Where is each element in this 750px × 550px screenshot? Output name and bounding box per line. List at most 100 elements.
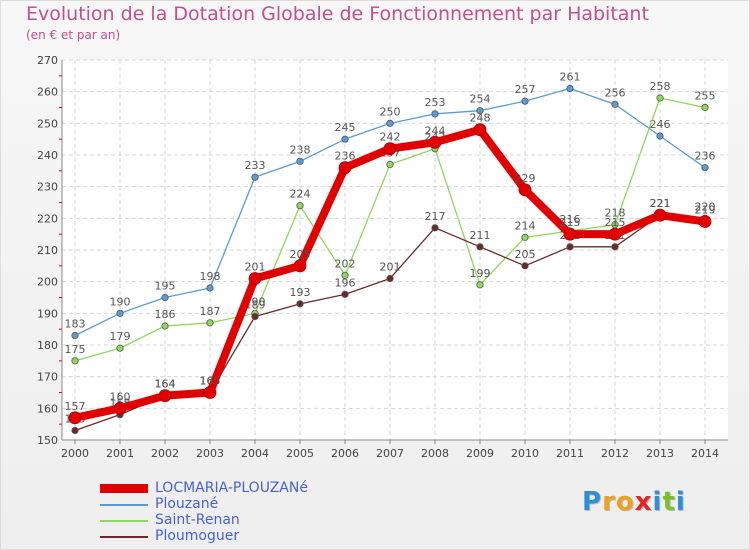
data-label: 179	[110, 330, 131, 343]
data-label: 164	[155, 378, 176, 391]
data-label: 246	[650, 118, 671, 131]
data-point	[476, 243, 484, 251]
data-point	[521, 262, 529, 270]
data-point	[113, 401, 127, 415]
y-tick-label: 180	[37, 339, 58, 352]
data-point	[116, 309, 124, 317]
data-point	[386, 160, 394, 169]
y-tick-label: 150	[37, 434, 58, 447]
data-label: 254	[470, 93, 491, 106]
data-point	[116, 344, 124, 352]
data-point	[71, 357, 79, 365]
x-tick-label: 2006	[331, 447, 359, 460]
data-label: 175	[65, 343, 86, 356]
data-label: 236	[695, 150, 716, 163]
x-tick-label: 2002	[151, 447, 179, 460]
data-label: 187	[200, 305, 221, 318]
data-point	[296, 202, 304, 210]
legend-swatch	[100, 484, 148, 493]
data-label: 211	[470, 229, 491, 242]
data-point	[341, 135, 349, 143]
data-point	[386, 119, 394, 127]
data-point	[656, 132, 664, 140]
data-point	[521, 233, 529, 241]
data-point	[386, 274, 394, 283]
legend-swatch	[100, 504, 148, 506]
data-label: 255	[695, 90, 716, 103]
data-label: 198	[200, 270, 221, 283]
data-label: 233	[245, 159, 266, 172]
data-label: 248	[470, 112, 491, 125]
legend-label: Saint-Renan	[155, 512, 240, 528]
data-label: 216	[560, 213, 581, 226]
data-point	[428, 135, 442, 149]
data-point	[431, 110, 439, 118]
data-label: 238	[290, 143, 311, 156]
data-point	[296, 157, 304, 165]
data-label: 164	[155, 378, 176, 391]
legend-label: Ploumoguer	[155, 528, 240, 544]
logo-letter: P	[582, 487, 603, 517]
data-label: 261	[560, 71, 581, 84]
y-tick-label: 170	[37, 371, 58, 384]
data-label: 224	[290, 188, 311, 201]
data-point	[248, 272, 262, 285]
x-tick-label: 2003	[196, 447, 224, 460]
data-point	[611, 100, 619, 108]
y-tick-label: 220	[37, 212, 58, 225]
data-point	[431, 224, 439, 232]
y-tick-label: 270	[37, 54, 58, 67]
data-point	[161, 322, 169, 330]
data-label: 220	[695, 200, 716, 213]
data-label: 250	[380, 105, 401, 118]
proxiti-logo: Proxiti	[582, 487, 686, 517]
data-label: 217	[425, 210, 446, 223]
data-point	[518, 183, 532, 197]
data-label: 160	[110, 390, 131, 403]
y-tick-label: 200	[37, 276, 58, 289]
x-tick-label: 2005	[286, 447, 314, 460]
data-label: 256	[605, 86, 626, 99]
data-point	[608, 227, 622, 241]
data-point	[521, 97, 529, 105]
x-tick-label: 2000	[61, 447, 89, 460]
data-point	[206, 284, 214, 292]
legend-label: Plouzané	[155, 496, 219, 512]
data-label: 221	[650, 197, 671, 210]
data-label: 229	[515, 172, 536, 185]
data-label: 215	[560, 216, 581, 229]
x-tick-label: 2009	[466, 447, 494, 460]
y-tick-label: 240	[37, 149, 58, 162]
data-point	[476, 281, 484, 289]
y-tick-label: 160	[37, 402, 58, 415]
x-tick-label: 2001	[106, 447, 134, 460]
data-point	[611, 243, 619, 251]
x-tick-label: 2011	[556, 447, 584, 460]
data-point	[698, 215, 712, 228]
y-tick-label: 190	[37, 307, 58, 320]
data-point	[68, 411, 82, 425]
x-tick-label: 2014	[691, 447, 719, 460]
chart-title: Evolution de la Dotation Globale de Fonc…	[26, 3, 649, 25]
data-point	[566, 243, 574, 251]
data-label: 214	[515, 219, 536, 232]
data-point	[341, 271, 349, 279]
y-tick-label: 210	[37, 244, 58, 257]
data-point	[701, 164, 709, 172]
logo-letter: x	[634, 487, 653, 517]
data-point	[203, 386, 217, 399]
data-point	[206, 319, 214, 327]
data-point	[656, 94, 664, 102]
legend-swatch	[100, 520, 148, 522]
data-label: 236	[335, 150, 356, 163]
data-label: 242	[380, 131, 401, 144]
data-label: 183	[65, 318, 86, 331]
data-label: 157	[65, 400, 86, 413]
data-label: 219	[695, 204, 716, 217]
data-point	[338, 161, 352, 175]
data-label: 190	[110, 295, 131, 308]
data-label: 202	[335, 257, 356, 270]
data-point	[701, 103, 709, 112]
logo-letter: i	[675, 487, 686, 517]
